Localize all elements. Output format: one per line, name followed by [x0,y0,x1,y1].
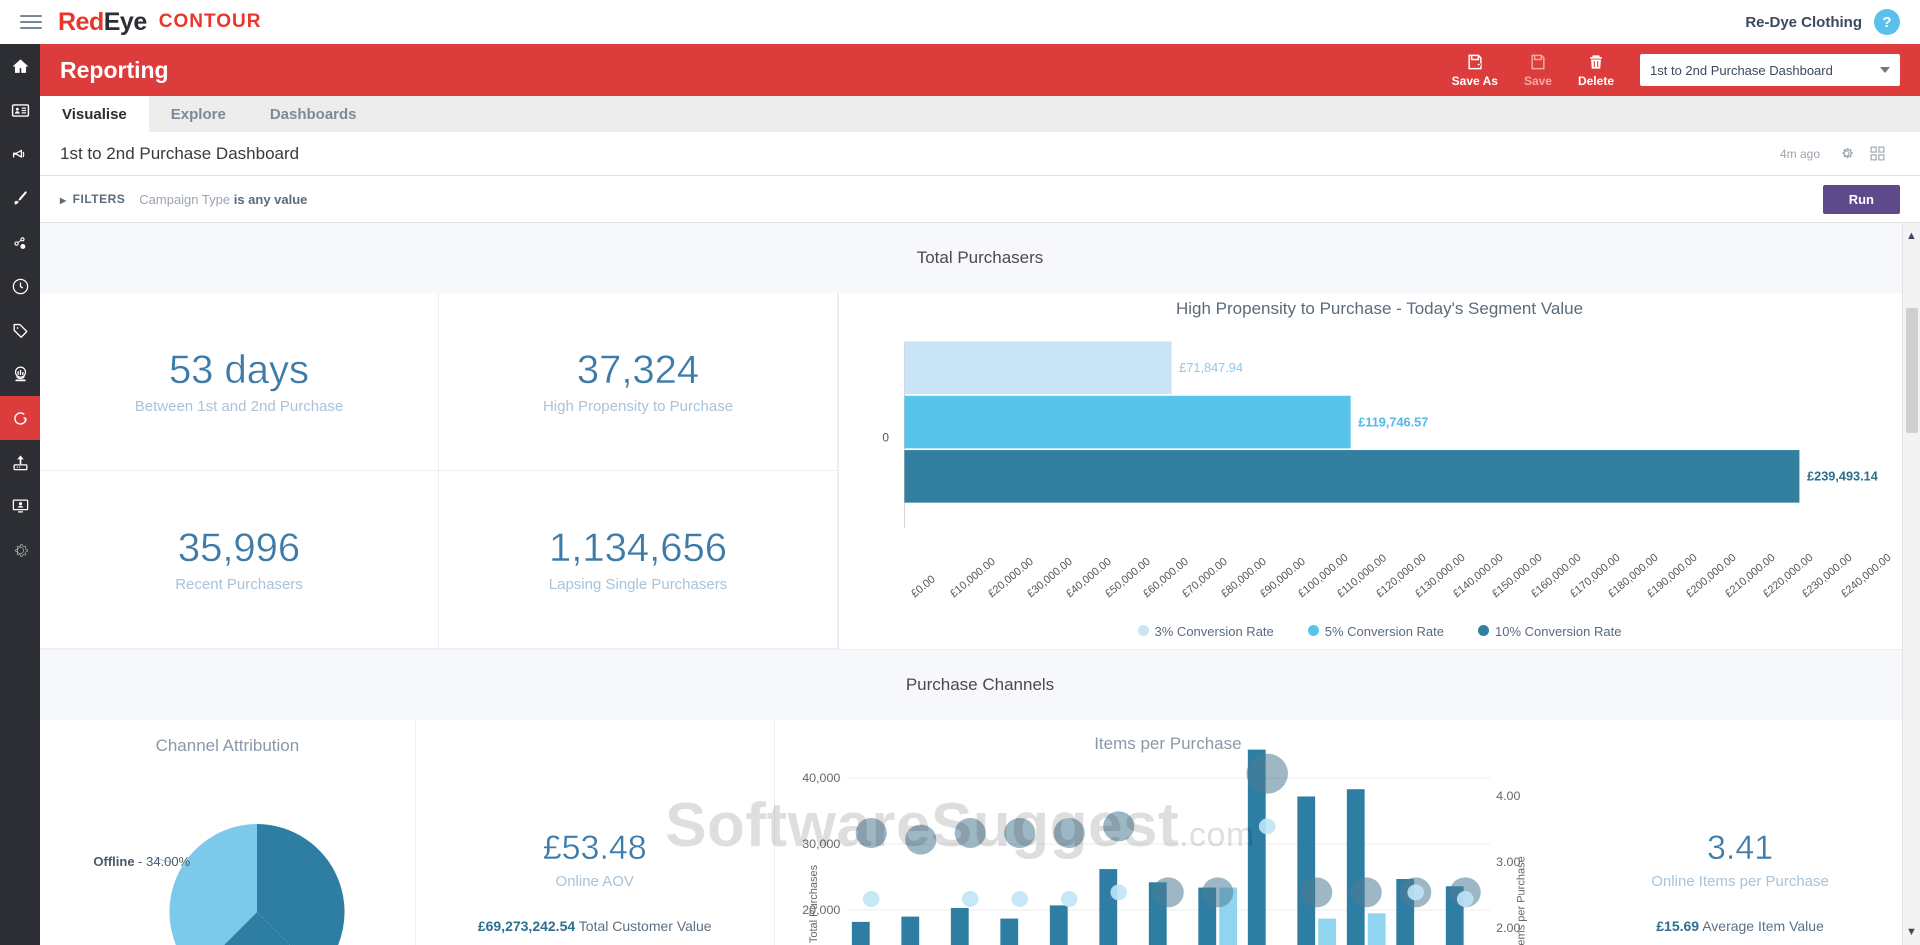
svg-text:£239,493.14: £239,493.14 [1807,469,1878,484]
svg-text:0: 0 [882,431,889,445]
svg-text:40,000: 40,000 [802,771,840,785]
svg-text:30,000: 30,000 [802,837,840,851]
svg-text:4.00: 4.00 [1496,789,1520,803]
svg-text:£119,746.57: £119,746.57 [1358,414,1428,429]
svg-text:£71,847.94: £71,847.94 [1179,360,1243,375]
